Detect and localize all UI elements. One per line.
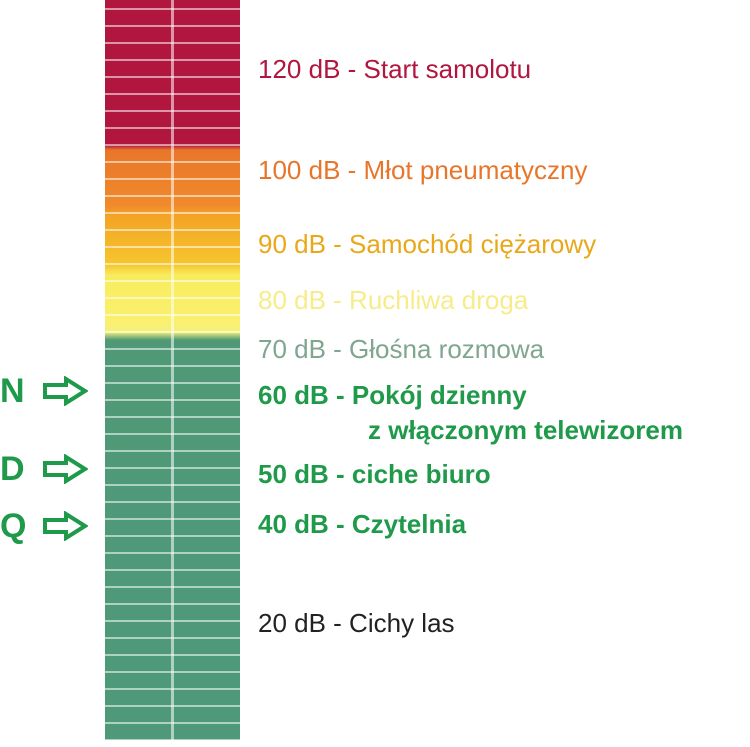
meter-segment-line (105, 110, 240, 112)
right-arrow-icon (43, 511, 88, 541)
level-100-label: 100 dB - Młot pneumatyczny (258, 155, 588, 185)
meter-segment-line (105, 382, 240, 384)
meter-segment-line (105, 212, 240, 214)
meter-segment-line (105, 246, 240, 248)
meter-segment-line (105, 467, 240, 469)
meter-segment-line (105, 127, 240, 129)
meter-segment-line (105, 161, 240, 163)
marker-letter: N (0, 371, 25, 410)
meter-segment-line (105, 518, 240, 520)
level-90-label: 90 dB - Samochód ciężarowy (258, 229, 597, 259)
right-arrow-icon (43, 376, 88, 406)
meter-segment-line (105, 688, 240, 690)
meter-segment-line (105, 654, 240, 656)
meter-segment-line (105, 25, 240, 27)
marker-letter: D (0, 449, 25, 488)
meter-segment-line (105, 263, 240, 265)
meter-segment-line (105, 76, 240, 78)
meter-segment-line (105, 314, 240, 316)
level-70-label: 70 dB - Głośna rozmowa (258, 334, 545, 364)
meter-segment-line (105, 331, 240, 333)
meter-segment-line (105, 195, 240, 197)
right-arrow-icon (43, 454, 88, 484)
meter-segment-line (105, 93, 240, 95)
marker-letter: Q (0, 506, 27, 545)
level-60-label-continuation: z włączonym telewizorem (368, 415, 683, 445)
meter-segment-line (105, 280, 240, 282)
meter-segment-line (105, 365, 240, 367)
meter-segment-line (105, 637, 240, 639)
meter-segment-line (105, 603, 240, 605)
meter-segment-line (105, 722, 240, 724)
level-120-label: 120 dB - Start samolotu (258, 54, 532, 84)
meter-segment-line (105, 671, 240, 673)
level-60-label: 60 dB - Pokój dzienny (258, 380, 527, 410)
meter-segment-line (105, 399, 240, 401)
decibel-meter-bar (105, 0, 240, 741)
meter-segment-line (105, 59, 240, 61)
level-20-label: 20 dB - Cichy las (258, 608, 455, 638)
meter-segment-line (105, 501, 240, 503)
meter-segment-line (105, 552, 240, 554)
marker-d: D (0, 449, 88, 489)
meter-segment-line (105, 433, 240, 435)
meter-center-divider (171, 0, 174, 740)
meter-segment-line (105, 178, 240, 180)
level-40-label: 40 dB - Czytelnia (258, 509, 467, 539)
meter-segment-line (105, 297, 240, 299)
meter-segment-line (105, 569, 240, 571)
level-80-label: 80 dB - Ruchliwa droga (258, 285, 529, 315)
meter-segment-line (105, 705, 240, 707)
meter-segment-line (105, 8, 240, 10)
meter-segment-line (105, 450, 240, 452)
marker-q: Q (0, 506, 88, 546)
meter-segment-line (105, 586, 240, 588)
meter-segment-line (105, 535, 240, 537)
marker-n: N (0, 371, 88, 411)
meter-segment-line (105, 348, 240, 350)
meter-segment-line (105, 739, 240, 741)
meter-segment-line (105, 144, 240, 146)
meter-segment-line (105, 416, 240, 418)
meter-segment-line (105, 484, 240, 486)
meter-segment-line (105, 620, 240, 622)
meter-segment-line (105, 229, 240, 231)
level-50-label: 50 dB - ciche biuro (258, 459, 491, 489)
meter-segment-line (105, 42, 240, 44)
